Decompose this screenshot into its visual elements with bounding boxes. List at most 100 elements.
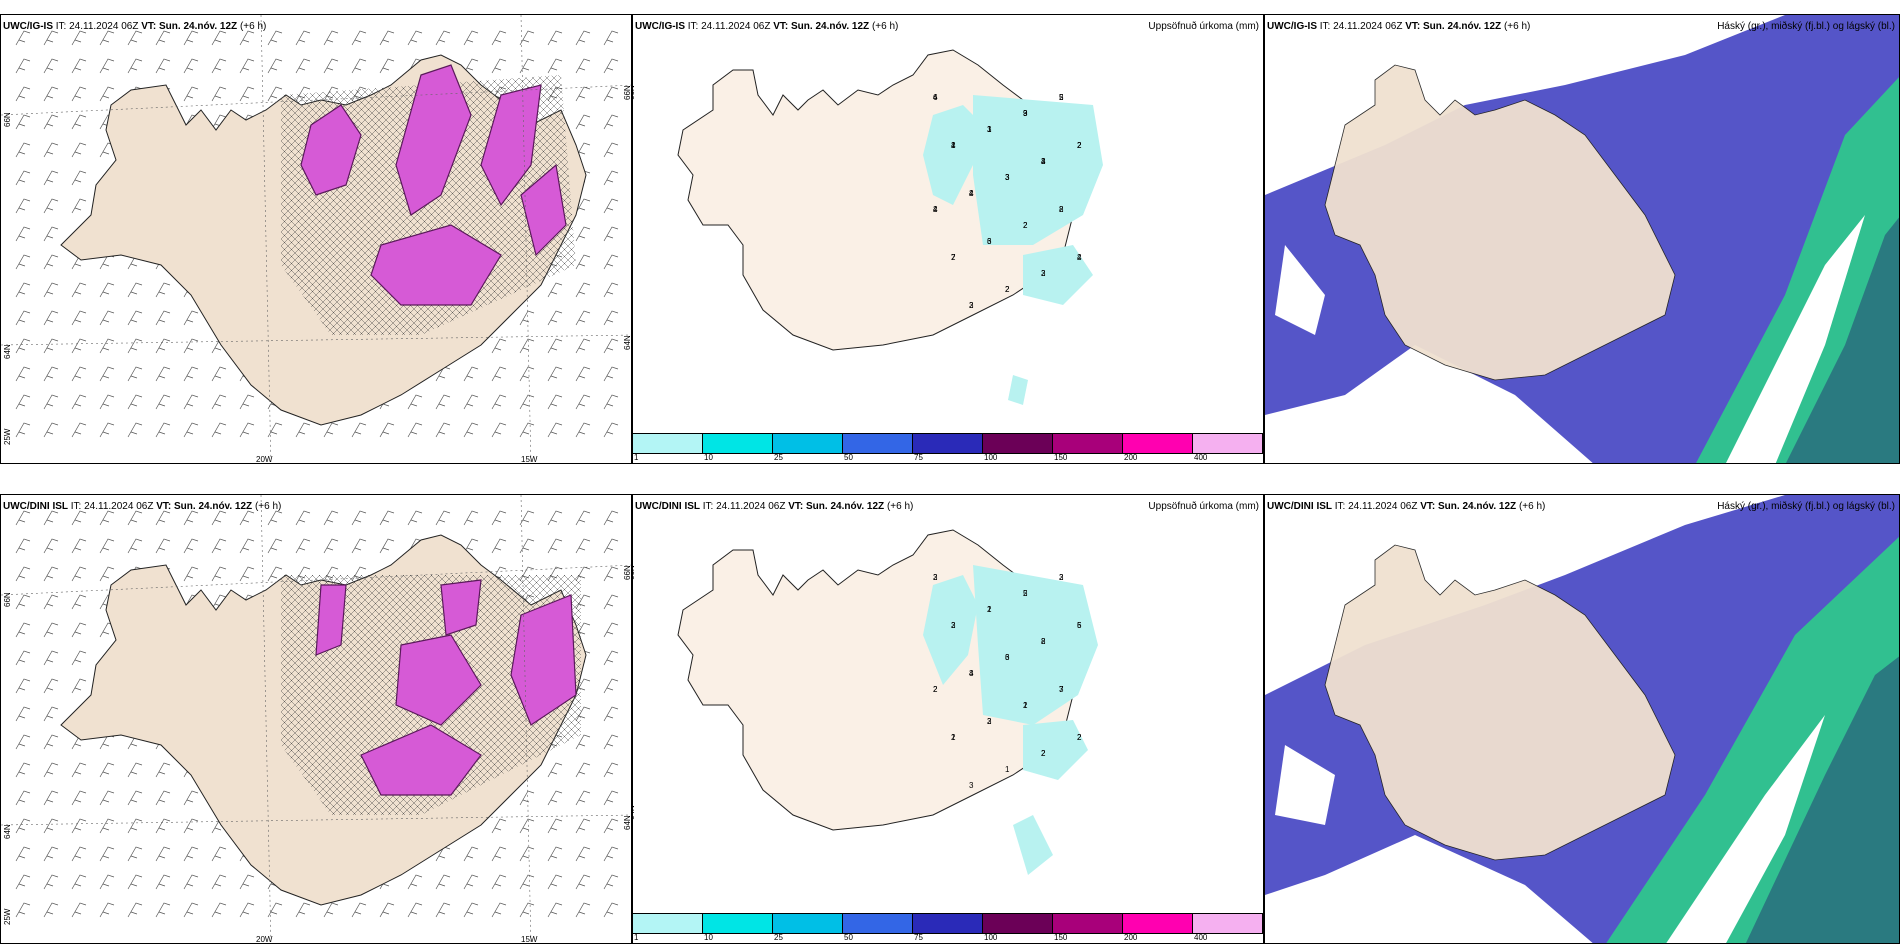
wind-barb — [183, 58, 199, 74]
wind-barb — [491, 538, 507, 554]
lat-label-66-right: 66N — [623, 565, 632, 580]
colorbar-tick-label: 75 — [914, 453, 923, 462]
lon-label-25: 25W — [3, 428, 12, 445]
wind-barb — [99, 510, 115, 526]
wind-barb — [575, 734, 591, 750]
wind-barb — [603, 86, 619, 102]
wind-barb — [547, 394, 563, 410]
precip-colorbar-ticks: 1 10 25 50 75 100 150 200 400 — [633, 453, 1263, 463]
wind-barb — [603, 310, 619, 326]
wind-barb — [211, 538, 227, 554]
precip-value-label: 4 — [933, 205, 938, 214]
wind-barb — [603, 170, 619, 186]
precip-value-label: 5 — [1023, 589, 1028, 598]
wind-barb — [15, 58, 31, 74]
wind-barb — [71, 790, 87, 806]
wind-barb — [491, 366, 507, 382]
wind-barb — [127, 394, 143, 410]
wind-barb — [435, 902, 451, 918]
wind-barb — [211, 566, 227, 582]
wind-barb — [183, 86, 199, 102]
precip-value-label: 7 — [1059, 685, 1064, 694]
wind-barb — [379, 58, 395, 74]
wind-barb — [435, 874, 451, 890]
lat-label-66: 66N — [3, 112, 12, 127]
precip-value-label: 2 — [1077, 733, 1082, 742]
precip-value-label: 2 — [1041, 637, 1046, 646]
panel-header: UWC/DINI ISL IT: 24.11.2024 06Z VT: Sun.… — [3, 501, 282, 512]
precip-value-label: 9 — [1023, 109, 1028, 118]
wind-barb — [155, 818, 171, 834]
precip-value-label: 3 — [1059, 573, 1064, 582]
wind-barb — [15, 818, 31, 834]
wind-barb — [603, 874, 619, 890]
snow-cells — [315, 579, 577, 796]
panel-cloud-r2: UWC/DINI ISL IT: 24.11.2024 06Z VT: Sun.… — [1264, 494, 1900, 944]
wind-barb — [43, 902, 59, 918]
wind-barb — [183, 310, 199, 326]
precip-value-label: 2 — [951, 141, 956, 150]
wind-barb — [43, 58, 59, 74]
precip-value-label: 2 — [1041, 157, 1046, 166]
wind-barb — [603, 254, 619, 270]
wind-barb — [155, 394, 171, 410]
wind-barb — [15, 282, 31, 298]
wind-barb — [575, 818, 591, 834]
wind-barb — [155, 338, 171, 354]
wind-barb — [239, 874, 255, 890]
wind-barb — [547, 902, 563, 918]
colorbar-swatch — [633, 434, 703, 453]
wind-barb — [267, 538, 283, 554]
precip-value-label: 2 — [1077, 733, 1082, 742]
wind-barb — [575, 310, 591, 326]
cloud-layer-high — [1745, 656, 1899, 943]
wind-barb — [575, 114, 591, 130]
wind-barb — [127, 874, 143, 890]
wind-barb — [603, 622, 619, 638]
wind-barb — [15, 366, 31, 382]
precip-value-label: 3 — [1005, 173, 1010, 182]
wind-barb — [603, 762, 619, 778]
wind-barb — [519, 818, 535, 834]
wind-barb — [463, 366, 479, 382]
lon-label-20: 20W — [256, 455, 273, 464]
precip-colorbar — [633, 433, 1263, 454]
wind-barb — [519, 422, 535, 438]
wind-barb — [575, 198, 591, 214]
wind-barb — [407, 30, 423, 46]
cloud-layer-high — [1786, 217, 1899, 463]
precip-area — [923, 565, 1098, 875]
wind-barb — [239, 566, 255, 582]
colorbar-swatch — [1123, 434, 1193, 453]
wind-barb — [43, 86, 59, 102]
wind-barb — [491, 30, 507, 46]
wind-barb — [603, 818, 619, 834]
precip-value-label: 3 — [969, 781, 974, 790]
colorbar-tick-label: 400 — [1194, 933, 1208, 942]
precip-value-label: 8 — [1059, 205, 1064, 214]
wind-barb — [15, 226, 31, 242]
wind-barb — [603, 510, 619, 526]
wind-barb — [547, 366, 563, 382]
wind-barb — [43, 226, 59, 242]
precip-value-label: 2 — [1077, 141, 1082, 150]
precip-value-label: 2 — [1023, 221, 1028, 230]
wind-barb — [155, 422, 171, 438]
wind-barb — [463, 538, 479, 554]
wind-barb — [15, 846, 31, 862]
wind-barb — [43, 594, 59, 610]
wind-barb — [71, 30, 87, 46]
wind-barb — [15, 706, 31, 722]
precip-value-label: 7 — [951, 253, 956, 262]
precip-value-label: 4 — [969, 189, 974, 198]
colorbar-tick-label: 75 — [914, 933, 923, 942]
wind-barb — [379, 510, 395, 526]
wind-barb — [15, 170, 31, 186]
wind-barb — [99, 846, 115, 862]
wind-barb — [99, 338, 115, 354]
wind-barb — [155, 846, 171, 862]
precip-value-label: 6 — [933, 93, 938, 102]
wind-barb — [127, 510, 143, 526]
